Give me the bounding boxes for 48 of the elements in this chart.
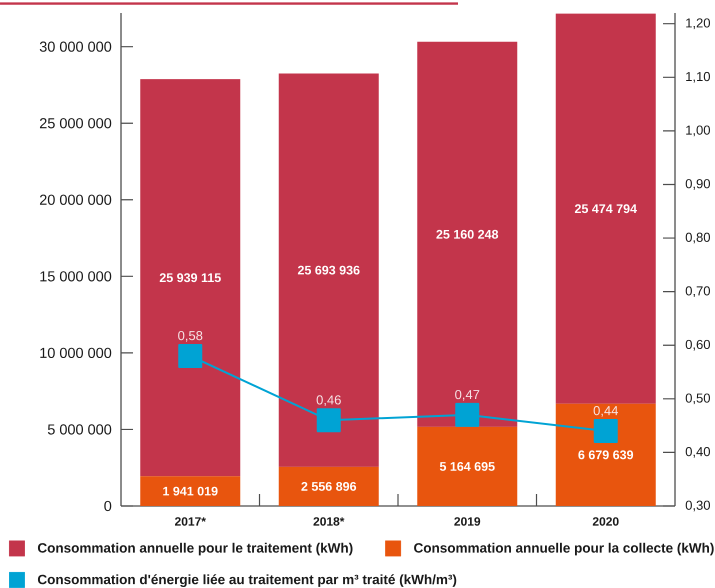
- y2-tick-label: 0,70: [686, 286, 710, 297]
- y2-tick-label: 1,10: [686, 72, 710, 83]
- bar: [556, 14, 656, 404]
- x-tick-label: 2020: [592, 517, 619, 526]
- bar: [278, 466, 379, 506]
- y2-tick-label: 0,40: [686, 447, 710, 458]
- bar: [140, 476, 240, 506]
- data-label: 5 164 695: [440, 462, 495, 471]
- y-tick-label: 30 000 000: [40, 42, 112, 52]
- y-tick-label: 5 000 000: [48, 424, 112, 435]
- y2-tick-label: 0,90: [686, 179, 710, 190]
- y2-tick-label: 0,50: [686, 393, 710, 404]
- point: [178, 344, 202, 368]
- bar: [278, 73, 379, 467]
- y-tick-label: 10 000 000: [40, 348, 112, 358]
- y-tick-label: 0: [104, 500, 112, 512]
- bar: [417, 42, 518, 427]
- x-tick-label: 2019: [454, 517, 480, 526]
- data-label: 0,44: [594, 406, 618, 417]
- y2-tick-label: 1,20: [686, 18, 710, 30]
- y2-tick-label: 0,80: [686, 232, 710, 244]
- y2-tick-label: 0,60: [686, 340, 710, 351]
- y-tick-label: 15 000 000: [40, 271, 112, 282]
- y-tick-label: 25 000 000: [40, 118, 112, 128]
- x-tick-label: 2017*: [174, 517, 206, 526]
- data-label: 2 556 896: [301, 482, 356, 491]
- x-tick-label: 2018*: [313, 517, 344, 526]
- data-label: 25 160 248: [436, 230, 498, 239]
- y2-tick-label: 0,30: [686, 500, 710, 512]
- y-tick-label: 20 000 000: [40, 194, 112, 205]
- y2-tick-label: 1,00: [686, 126, 710, 136]
- data-label: 1 941 019: [163, 486, 218, 496]
- legend-label: Consommation d'énergie liée au traitement par m³ traité (kWh/m³): [38, 574, 456, 587]
- point: [594, 418, 618, 443]
- bar: [417, 426, 518, 506]
- data-label: 25 693 936: [298, 266, 360, 275]
- data-label: 25 474 794: [574, 204, 637, 214]
- data-label: 0,46: [316, 395, 341, 406]
- bar: [140, 79, 240, 476]
- data-label: 0,58: [178, 331, 202, 342]
- point: [316, 408, 341, 432]
- point: [455, 402, 480, 427]
- data-label: 6 679 639: [578, 450, 634, 460]
- bar: [556, 404, 656, 506]
- legend-label: Consommation annuelle pour le traitement (kWh): [38, 542, 353, 556]
- data-label: 25 939 115: [160, 273, 221, 282]
- legend-label: Consommation annuelle pour la collecte (kWh): [414, 542, 714, 556]
- data-label: 0,47: [455, 390, 480, 401]
